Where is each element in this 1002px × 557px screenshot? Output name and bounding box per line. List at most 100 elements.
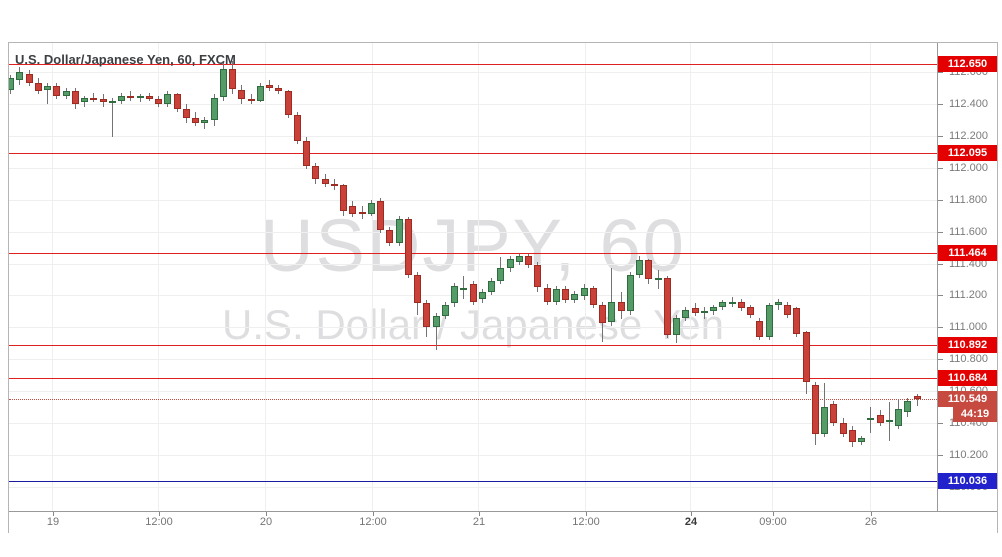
candle-body bbox=[654, 277, 662, 280]
candle-body bbox=[599, 305, 606, 323]
vertical-gridline bbox=[772, 43, 773, 511]
time-axis-label: 21 bbox=[472, 516, 486, 528]
candle-body bbox=[81, 97, 88, 103]
candle-body bbox=[719, 301, 727, 307]
chart-title: U.S. Dollar/Japanese Yen, 60, FXCM bbox=[15, 52, 236, 67]
price-level-badge: 112.095 bbox=[938, 144, 997, 161]
candle-body bbox=[839, 423, 847, 435]
candle-body bbox=[441, 305, 449, 317]
candle-body bbox=[210, 97, 218, 120]
price-level-badge: 111.464 bbox=[938, 245, 997, 262]
candle-body bbox=[589, 287, 597, 306]
horizontal-gridline bbox=[9, 135, 937, 137]
candle-body bbox=[497, 268, 505, 282]
candle-body bbox=[25, 73, 33, 84]
horizontal-gridline bbox=[9, 423, 937, 425]
price-axis-label: 111.800 bbox=[949, 193, 988, 206]
candle-body bbox=[238, 89, 246, 100]
candle-body bbox=[626, 274, 634, 312]
candle-body bbox=[16, 72, 24, 80]
time-axis-label: 12:00 bbox=[359, 516, 387, 528]
price-axis-tick bbox=[938, 455, 943, 456]
price-level-line bbox=[9, 481, 937, 483]
time-axis-tick bbox=[773, 512, 774, 516]
candle-body bbox=[155, 99, 162, 104]
price-axis-label: 111.000 bbox=[949, 321, 988, 334]
candle-body bbox=[617, 301, 625, 312]
price-axis-label: 110.200 bbox=[949, 449, 988, 461]
price-level-badge: 110.892 bbox=[938, 336, 997, 353]
chart-panel: USDJPY, 60 U.S. Dollar / Japanese Yen U.… bbox=[8, 42, 998, 533]
time-axis-tick bbox=[691, 512, 692, 516]
price-axis-tick bbox=[938, 199, 943, 201]
price-level-badge: 112.650 bbox=[938, 56, 997, 72]
candle-body bbox=[784, 305, 791, 315]
candle-wick bbox=[93, 92, 95, 103]
candle-body bbox=[321, 178, 329, 184]
candle-body bbox=[811, 384, 819, 435]
horizontal-gridline bbox=[9, 391, 937, 393]
candle-body bbox=[460, 287, 468, 290]
price-axis-tick bbox=[938, 135, 943, 137]
candle-body bbox=[349, 206, 357, 215]
candle-wick bbox=[47, 83, 48, 104]
price-axis-label: 111.200 bbox=[949, 289, 988, 302]
time-axis-tick bbox=[266, 512, 267, 516]
horizontal-gridline bbox=[9, 199, 937, 201]
price-axis-tick bbox=[938, 231, 943, 233]
candle-body bbox=[229, 68, 236, 90]
time-axis-label: 20 bbox=[259, 516, 273, 528]
candle-body bbox=[330, 183, 338, 186]
time-axis-tick bbox=[871, 512, 872, 516]
candle-body bbox=[469, 284, 477, 302]
candle-body bbox=[414, 274, 421, 304]
time-axis[interactable]: 19 12:00 20 12:00 21 12:00 24 09:00 26 bbox=[9, 511, 997, 533]
candle-body bbox=[673, 317, 680, 336]
price-axis-tick bbox=[938, 359, 943, 361]
price-level-badge: 110.684 bbox=[938, 369, 997, 386]
candle-body bbox=[793, 308, 801, 334]
horizontal-gridline bbox=[9, 103, 937, 105]
candle-body bbox=[303, 140, 310, 167]
horizontal-gridline bbox=[9, 455, 937, 456]
candle-body bbox=[913, 396, 921, 400]
candle-body bbox=[284, 91, 292, 116]
candle-wick bbox=[111, 97, 113, 138]
time-axis-label: 26 bbox=[864, 516, 878, 528]
candle-body bbox=[99, 99, 107, 103]
vertical-gridline bbox=[52, 43, 53, 511]
candle-body bbox=[451, 285, 458, 304]
price-axis-tick bbox=[938, 423, 943, 425]
candle-body bbox=[478, 292, 486, 299]
candle-body bbox=[293, 115, 301, 141]
candle-wick bbox=[463, 276, 465, 299]
candle-body bbox=[645, 260, 653, 280]
candle-body bbox=[266, 84, 273, 88]
vertical-gridline bbox=[870, 43, 871, 511]
candle-body bbox=[340, 185, 347, 211]
candle-body bbox=[691, 308, 699, 313]
time-axis-label: 12:00 bbox=[572, 516, 600, 528]
price-axis-tick bbox=[938, 103, 943, 105]
candle-body bbox=[432, 316, 440, 328]
candle-body bbox=[44, 86, 51, 90]
price-axis-label: 110.800 bbox=[949, 353, 988, 366]
price-axis-label: 112.200 bbox=[949, 129, 988, 142]
candle-body bbox=[765, 305, 773, 337]
candle-body bbox=[173, 94, 181, 109]
candle-body bbox=[904, 400, 912, 412]
plot-area[interactable]: USDJPY, 60 U.S. Dollar / Japanese Yen U.… bbox=[9, 43, 938, 511]
candle-body bbox=[895, 408, 902, 427]
candle-body bbox=[145, 95, 153, 100]
time-axis-label: 24 bbox=[684, 516, 698, 528]
candle-body bbox=[506, 258, 514, 269]
time-axis-label: 09:00 bbox=[759, 516, 787, 528]
candle-body bbox=[71, 91, 79, 104]
candle-body bbox=[275, 88, 283, 92]
countdown-badge: 44:19 bbox=[953, 407, 997, 423]
horizontal-gridline bbox=[9, 231, 937, 233]
candle-body bbox=[404, 218, 412, 275]
candle-body bbox=[580, 287, 588, 296]
time-axis-tick bbox=[53, 512, 54, 516]
price-axis[interactable]: 112.600 112.400 112.200 112.000 111.800 111.6… bbox=[938, 43, 997, 511]
